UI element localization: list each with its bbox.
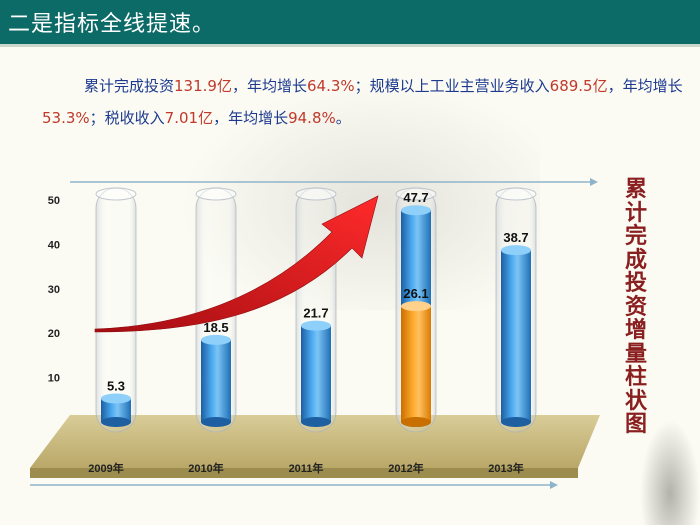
intro-value-revenue: 689.5亿 [549,77,608,95]
chart-top-guide-arrow [590,178,598,186]
side-title-char: 投 [624,270,647,296]
intro-value-tax-growth: 94.8% [288,109,336,127]
side-title-char: 图 [624,411,647,437]
intro-text-6: ，年均增长 [213,109,289,127]
x-category-label: 2011年 [289,461,324,475]
bar-base [201,417,231,427]
bar-base [301,417,331,427]
bar [201,339,231,422]
glass-tube-top [295,187,337,201]
page-title: 二是指标全线提速。 [8,12,216,37]
intro-value-tax: 7.01亿 [164,109,214,127]
bar-cap [101,393,131,404]
y-tick-label: 20 [48,328,60,340]
bar-value-label: 5.3 [107,378,125,393]
chart-floor [30,415,600,468]
statue-decoration [640,420,700,525]
chart-side-title: 累 计 完 成 投 资 增 量 柱 状 图 [618,176,654,437]
glass-tube-top [195,187,237,201]
bar-cap [501,245,531,256]
bar-overlay-value-label: 26.1 [403,286,428,301]
header-divider [0,44,700,47]
bar-overlay-base [401,417,431,427]
bar [101,398,131,422]
side-title-char: 资 [624,293,647,320]
bar-cap [401,205,431,216]
intro-text-1: 累计完成投资 [84,77,175,95]
bar-value-label: 38.7 [503,230,528,245]
intro-text-7: 。 [335,109,351,127]
bar-value-label: 21.7 [303,306,328,321]
x-category-label: 2012年 [388,461,423,475]
intro-paragraph: 累计完成投资131.9亿，年均增长64.3%；规模以上工业主营业务收入689.5… [42,70,692,134]
bar-overlay [401,306,431,422]
y-tick-label: 40 [48,239,60,251]
side-title-char: 计 [624,199,647,226]
bar-cap [201,334,231,345]
header-bar: 二是指标全线提速。 [0,0,700,44]
side-title-char: 累 [624,176,647,202]
bar [501,250,531,422]
bar-value-label: 47.7 [403,190,428,205]
bar-cap [301,320,331,331]
side-title-char: 柱 [624,364,647,390]
y-tick-label: 30 [48,284,60,296]
bar [301,325,331,422]
glass-tube-top [395,187,437,201]
intro-value-investment: 131.9亿 [174,77,232,95]
side-title-char: 成 [624,246,647,273]
side-title-char: 状 [624,387,647,414]
side-title-char: 完 [624,223,647,249]
bar-base [101,417,131,427]
intro-text-2: ，年均增长 [231,77,307,95]
background-calligraphy-wash [180,80,540,310]
bar-overlay-cap [401,301,431,312]
chart-floor-edge [30,468,578,478]
intro-text-4: ，年均增长 [607,77,683,95]
side-title-char: 量 [624,340,647,367]
bar-base [501,417,531,427]
glass-tube-top [95,187,137,201]
y-tick-label: 10 [48,373,60,385]
intro-value-revenue-growth: 53.3% [42,109,90,127]
y-tick-label: 50 [48,195,60,207]
glass-tube-top [495,187,537,201]
intro-value-investment-growth: 64.3% [306,77,355,95]
x-category-label: 2010年 [188,461,223,475]
x-category-label: 2009年 [88,461,123,475]
trend-arrow [94,195,379,333]
chart-bottom-guide-arrow [550,481,558,489]
intro-text-3: ；规模以上工业主营业务收入 [354,77,550,95]
x-category-label: 2013年 [488,461,523,475]
intro-text-5: ；税收收入 [89,109,165,127]
bar-value-label: 18.5 [203,320,228,335]
side-title-char: 增 [624,317,647,343]
